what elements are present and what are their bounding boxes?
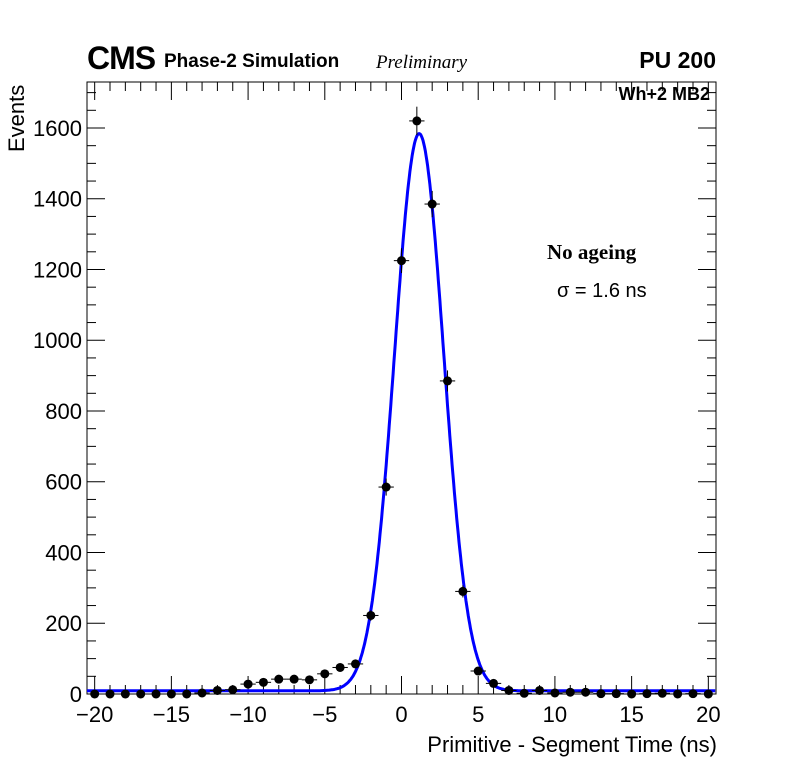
- data-point: [105, 689, 115, 699]
- data-point: [136, 689, 146, 699]
- condition-label: No ageing: [547, 240, 637, 264]
- data-point: [427, 199, 437, 209]
- y-tick-label: 1400: [33, 187, 82, 212]
- x-tick-label: −5: [312, 702, 337, 727]
- data-point: [151, 689, 161, 699]
- x-tick-label: −20: [76, 702, 113, 727]
- data-point: [565, 687, 575, 697]
- data-point: [397, 256, 406, 266]
- data-point: [228, 685, 238, 695]
- data-point: [673, 689, 683, 699]
- data-point: [550, 688, 560, 698]
- data-point: [703, 689, 713, 699]
- x-tick-label: −15: [153, 702, 190, 727]
- y-tick-label: 400: [45, 540, 82, 565]
- x-tick-label: −10: [229, 702, 266, 727]
- data-point: [120, 689, 130, 699]
- x-tick-label: 15: [619, 702, 643, 727]
- y-tick-label: 0: [70, 682, 82, 707]
- cms-label: CMS: [87, 40, 156, 76]
- data-point: [657, 688, 667, 698]
- y-tick-label: 1600: [33, 116, 82, 141]
- data-point: [366, 610, 376, 620]
- x-tick-label: 10: [543, 702, 567, 727]
- data-point: [611, 689, 621, 699]
- preliminary-label: Preliminary: [376, 52, 468, 73]
- data-point: [320, 669, 330, 679]
- data-point: [381, 482, 391, 492]
- data-point: [642, 689, 652, 699]
- data-point: [90, 689, 100, 699]
- x-tick-label: 20: [696, 702, 720, 727]
- data-point: [458, 586, 468, 596]
- pileup-label: PU 200: [639, 47, 716, 73]
- x-axis-title: Primitive - Segment Time (ns): [427, 732, 717, 757]
- fit-curve: [87, 131, 716, 693]
- x-tick-label: 5: [472, 702, 484, 727]
- data-point: [289, 674, 299, 684]
- data-point: [197, 688, 207, 698]
- data-point: [596, 689, 606, 699]
- data-point: [166, 689, 176, 699]
- y-axis-title: Events: [4, 84, 29, 152]
- data-point: [274, 674, 284, 684]
- y-tick-label: 200: [45, 611, 82, 636]
- data-point: [688, 689, 698, 699]
- data-point: [581, 687, 591, 697]
- data-point: [473, 666, 483, 676]
- data-point: [504, 685, 514, 695]
- resolution-label: σ = 1.6 ns: [557, 280, 647, 302]
- y-tick-label: 800: [45, 399, 82, 424]
- y-tick-label: 1000: [33, 328, 82, 353]
- data-point: [489, 678, 499, 688]
- data-point: [304, 675, 314, 685]
- data-point: [519, 688, 529, 698]
- x-tick-label: 0: [395, 702, 407, 727]
- data-point: [350, 659, 360, 669]
- data-point: [212, 685, 222, 695]
- phase2-label: Phase-2 Simulation: [164, 51, 340, 72]
- data-point: [182, 689, 192, 699]
- chamber-label: Wh+2 MB2: [618, 84, 710, 104]
- data-point: [243, 679, 253, 689]
- data-point: [535, 685, 545, 695]
- data-point: [335, 662, 345, 672]
- plot-frame: [86, 81, 717, 695]
- y-tick-label: 1200: [33, 257, 82, 282]
- data-point: [412, 116, 422, 126]
- y-tick-label: 600: [45, 470, 82, 495]
- data-point: [627, 689, 637, 699]
- data-point: [443, 376, 453, 386]
- data-point: [258, 677, 268, 687]
